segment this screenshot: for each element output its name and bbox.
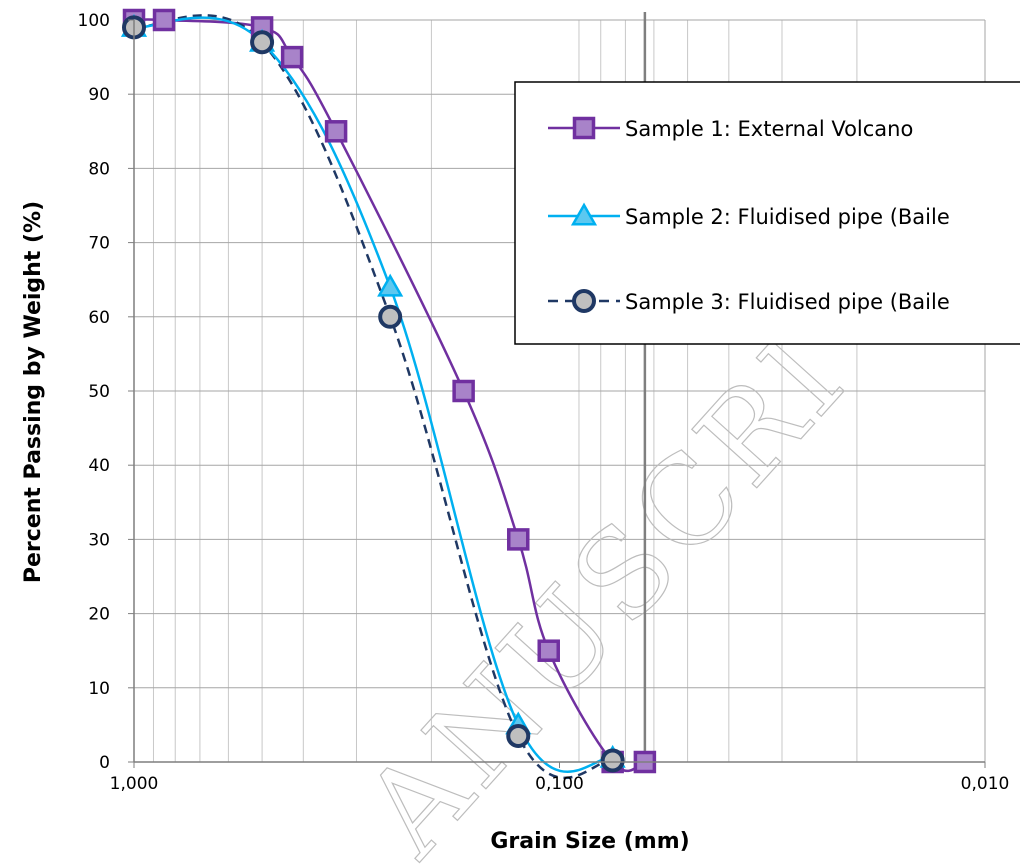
y-tick-label: 90 (88, 85, 110, 105)
series-markers-3 (122, 15, 625, 773)
series-line (133, 18, 646, 773)
y-tick-label: 100 (78, 11, 110, 31)
legend-entry-1: Sample 1: External Volcano (548, 116, 913, 141)
x-tick-label: 0,100 (535, 774, 584, 794)
series-2 (133, 16, 614, 774)
legend-label: Sample 1: External Volcano (625, 117, 913, 141)
y-tick-label: 30 (88, 530, 110, 550)
series-1 (133, 18, 646, 773)
y-tick-label: 80 (88, 159, 110, 179)
data-point-circle (378, 304, 403, 329)
data-point-square (572, 116, 596, 140)
legend-entry-2: Sample 2: Fluidised pipe (Baile (548, 202, 950, 229)
x-axis-title: Grain Size (mm) (490, 829, 689, 854)
data-point-circle (600, 748, 625, 773)
legend-label: Sample 3: Fluidised pipe (Baile (625, 290, 950, 314)
series-3 (133, 14, 613, 780)
series-line (133, 14, 613, 780)
y-tick-label: 50 (88, 382, 110, 402)
y-tick-label: 20 (88, 605, 110, 625)
y-tick-label: 70 (88, 234, 110, 254)
y-axis-title: Percent Passing by Weight (%) (21, 201, 46, 583)
legend: Sample 1: External Volcano Sample 2: Flui… (514, 81, 1020, 345)
data-point-square (280, 45, 304, 69)
series-layer (120, 8, 657, 780)
legend-entry-3: Sample 3: Fluidised pipe (Baile (548, 289, 950, 314)
data-point-circle (572, 289, 596, 313)
axis-layer: 0 10 20 30 40 50 60 70 80 90 100 1,000 0,100 0,010 (78, 11, 1010, 794)
x-tick-label: 0,010 (961, 774, 1010, 794)
data-point-square (452, 379, 475, 403)
data-point-triangle (377, 273, 404, 297)
legend-items: Sample 1: External Volcano Sample 2: Flui… (548, 116, 950, 314)
data-point-square (152, 8, 176, 32)
data-point-square (324, 120, 348, 143)
legend-label: Sample 2: Fluidised pipe (Baile (625, 205, 950, 229)
y-tick-label: 60 (88, 308, 110, 328)
data-point-square (507, 528, 530, 551)
data-point-circle (506, 724, 531, 749)
data-point-circle (250, 30, 275, 55)
y-tick-label: 10 (88, 679, 110, 699)
x-tick-label: 1,000 (110, 774, 159, 794)
y-tick-label: 0 (99, 753, 110, 773)
data-point-square (537, 639, 560, 662)
y-tick-label: 40 (88, 456, 110, 476)
data-point-triangle (570, 202, 598, 226)
series-line (133, 16, 614, 774)
